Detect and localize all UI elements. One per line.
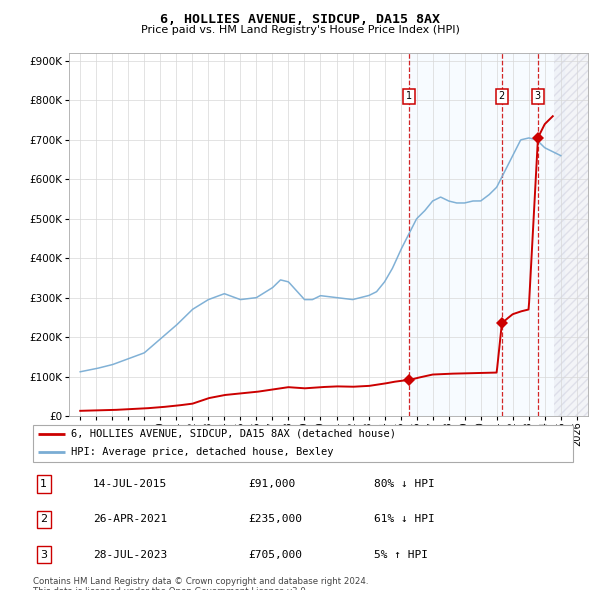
Text: 26-APR-2021: 26-APR-2021 [93, 514, 167, 525]
Text: 5% ↑ HPI: 5% ↑ HPI [374, 550, 428, 560]
Text: 3: 3 [40, 550, 47, 560]
Bar [409, 53, 564, 416]
Text: 3: 3 [535, 91, 541, 101]
Text: 61% ↓ HPI: 61% ↓ HPI [374, 514, 435, 525]
Text: 2: 2 [499, 91, 505, 101]
Text: 1: 1 [40, 479, 47, 489]
Text: 80% ↓ HPI: 80% ↓ HPI [374, 479, 435, 489]
Text: £235,000: £235,000 [248, 514, 302, 525]
Text: 14-JUL-2015: 14-JUL-2015 [93, 479, 167, 489]
Text: 28-JUL-2023: 28-JUL-2023 [93, 550, 167, 560]
Text: HPI: Average price, detached house, Bexley: HPI: Average price, detached house, Bexl… [71, 447, 334, 457]
Text: Contains HM Land Registry data © Crown copyright and database right 2024.
This d: Contains HM Land Registry data © Crown c… [33, 577, 368, 590]
Text: £705,000: £705,000 [248, 550, 302, 560]
Text: £91,000: £91,000 [248, 479, 296, 489]
FancyBboxPatch shape [33, 425, 573, 461]
Text: 6, HOLLIES AVENUE, SIDCUP, DA15 8AX: 6, HOLLIES AVENUE, SIDCUP, DA15 8AX [160, 13, 440, 26]
Text: 1: 1 [406, 91, 412, 101]
Text: 2: 2 [40, 514, 47, 525]
Text: 6, HOLLIES AVENUE, SIDCUP, DA15 8AX (detached house): 6, HOLLIES AVENUE, SIDCUP, DA15 8AX (det… [71, 429, 396, 439]
Text: Price paid vs. HM Land Registry's House Price Index (HPI): Price paid vs. HM Land Registry's House … [140, 25, 460, 35]
Bar [554, 53, 593, 416]
